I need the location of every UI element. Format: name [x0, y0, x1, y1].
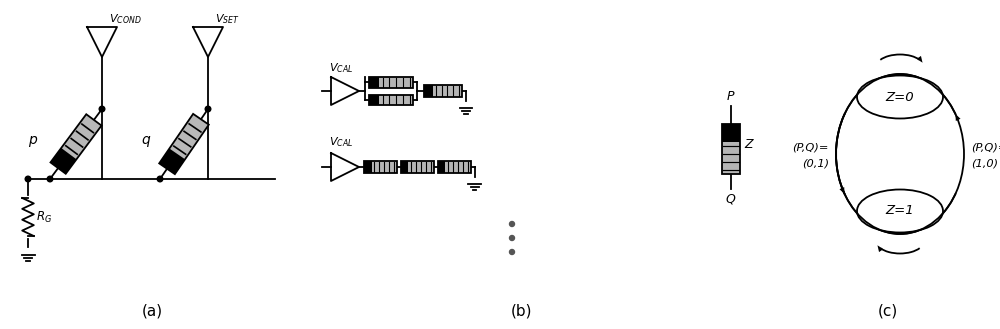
Text: $V_{COND}$: $V_{COND}$ — [109, 12, 142, 26]
Circle shape — [510, 221, 514, 226]
Ellipse shape — [857, 190, 943, 233]
Text: (P,Q)=: (P,Q)= — [971, 142, 1000, 152]
Ellipse shape — [857, 75, 943, 118]
Polygon shape — [50, 148, 76, 174]
Circle shape — [47, 176, 53, 182]
Text: (0,1): (0,1) — [802, 158, 829, 168]
Bar — [424, 85, 433, 97]
Text: p: p — [28, 133, 37, 147]
Polygon shape — [50, 114, 102, 174]
Bar — [401, 161, 434, 173]
Bar — [369, 77, 379, 88]
Text: Z=1: Z=1 — [886, 205, 914, 217]
Text: Z: Z — [744, 138, 753, 150]
Polygon shape — [159, 114, 209, 174]
Polygon shape — [955, 114, 961, 121]
Bar — [438, 161, 445, 173]
Text: (c): (c) — [878, 304, 898, 319]
Text: Q: Q — [726, 192, 736, 205]
Bar — [401, 161, 408, 173]
Circle shape — [25, 176, 31, 182]
Circle shape — [510, 236, 514, 240]
Polygon shape — [159, 148, 185, 174]
Polygon shape — [917, 56, 923, 63]
Circle shape — [205, 106, 211, 112]
Text: Z=0: Z=0 — [886, 90, 914, 104]
Bar — [369, 94, 379, 105]
Circle shape — [510, 249, 514, 255]
Text: (b): (b) — [511, 304, 533, 319]
Bar — [424, 85, 462, 97]
Text: (1,0): (1,0) — [971, 158, 998, 168]
Circle shape — [157, 176, 163, 182]
Polygon shape — [839, 187, 845, 194]
Bar — [364, 161, 397, 173]
Text: $R_G$: $R_G$ — [36, 210, 52, 225]
Text: P: P — [727, 90, 734, 103]
Circle shape — [99, 106, 105, 112]
Polygon shape — [877, 245, 883, 252]
Bar — [438, 161, 471, 173]
Bar — [364, 161, 372, 173]
Text: $V_{CAL}$: $V_{CAL}$ — [329, 61, 353, 75]
Bar — [722, 124, 740, 174]
Text: $V_{CAL}$: $V_{CAL}$ — [329, 135, 353, 149]
Text: (a): (a) — [141, 304, 163, 319]
Text: $V_{SET}$: $V_{SET}$ — [215, 12, 240, 26]
Text: q: q — [141, 133, 150, 147]
Text: (P,Q)=: (P,Q)= — [793, 142, 829, 152]
Bar — [369, 77, 413, 88]
Bar — [369, 94, 413, 105]
Bar — [722, 124, 740, 141]
